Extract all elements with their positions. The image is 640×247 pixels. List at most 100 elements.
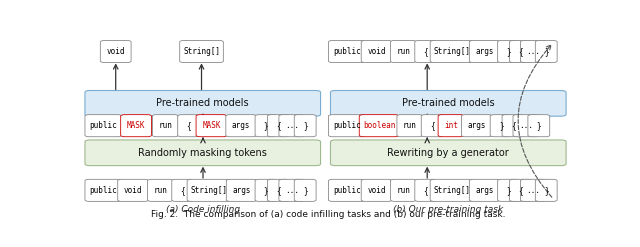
- Text: void: void: [124, 186, 142, 195]
- FancyBboxPatch shape: [361, 41, 392, 62]
- FancyBboxPatch shape: [397, 115, 423, 137]
- FancyBboxPatch shape: [294, 115, 316, 137]
- Text: MASK: MASK: [127, 121, 145, 130]
- FancyBboxPatch shape: [359, 115, 399, 137]
- Text: String[]: String[]: [433, 186, 470, 195]
- Text: Randomly masking tokens: Randomly masking tokens: [138, 148, 267, 158]
- FancyBboxPatch shape: [415, 41, 436, 62]
- Text: {: {: [424, 186, 428, 195]
- Text: MASK: MASK: [202, 121, 221, 130]
- FancyBboxPatch shape: [509, 179, 531, 201]
- FancyBboxPatch shape: [498, 179, 520, 201]
- FancyBboxPatch shape: [100, 41, 131, 62]
- FancyBboxPatch shape: [535, 41, 557, 62]
- Text: {: {: [186, 121, 191, 130]
- Text: }: }: [264, 186, 268, 195]
- FancyBboxPatch shape: [430, 179, 474, 201]
- Text: void: void: [367, 186, 386, 195]
- Text: {: {: [518, 186, 523, 195]
- Text: {: {: [180, 186, 185, 195]
- Text: run: run: [396, 47, 410, 56]
- FancyBboxPatch shape: [279, 115, 305, 137]
- Text: }: }: [544, 47, 548, 56]
- FancyBboxPatch shape: [330, 140, 566, 166]
- Text: ...: ...: [285, 121, 299, 130]
- Text: {: {: [424, 47, 428, 56]
- FancyBboxPatch shape: [294, 179, 316, 201]
- Text: args: args: [468, 121, 486, 130]
- FancyBboxPatch shape: [502, 115, 524, 137]
- FancyBboxPatch shape: [226, 115, 257, 137]
- Text: {: {: [511, 121, 515, 130]
- FancyBboxPatch shape: [255, 179, 277, 201]
- Text: Pre-trained models: Pre-trained models: [156, 98, 249, 108]
- FancyBboxPatch shape: [469, 41, 500, 62]
- Text: }: }: [506, 186, 511, 195]
- FancyBboxPatch shape: [330, 90, 566, 116]
- FancyBboxPatch shape: [187, 179, 231, 201]
- Text: }: }: [264, 121, 268, 130]
- FancyBboxPatch shape: [438, 115, 464, 137]
- Text: boolean: boolean: [363, 121, 396, 130]
- FancyBboxPatch shape: [328, 115, 365, 137]
- Text: public: public: [333, 121, 361, 130]
- FancyBboxPatch shape: [85, 179, 122, 201]
- FancyBboxPatch shape: [121, 115, 152, 137]
- FancyBboxPatch shape: [421, 115, 443, 137]
- Text: }: }: [303, 186, 307, 195]
- Text: {: {: [276, 186, 281, 195]
- FancyBboxPatch shape: [172, 179, 193, 201]
- Text: ...: ...: [285, 186, 299, 195]
- FancyBboxPatch shape: [178, 115, 200, 137]
- Text: args: args: [232, 186, 251, 195]
- Text: public: public: [90, 186, 117, 195]
- FancyBboxPatch shape: [469, 179, 500, 201]
- FancyBboxPatch shape: [461, 115, 492, 137]
- Text: String[]: String[]: [183, 47, 220, 56]
- Text: String[]: String[]: [191, 186, 227, 195]
- FancyBboxPatch shape: [227, 179, 257, 201]
- FancyBboxPatch shape: [85, 90, 321, 116]
- Text: public: public: [90, 121, 117, 130]
- FancyBboxPatch shape: [390, 41, 416, 62]
- Text: Pre-trained models: Pre-trained models: [402, 98, 495, 108]
- FancyBboxPatch shape: [118, 179, 148, 201]
- Text: }: }: [544, 186, 548, 195]
- Text: run: run: [396, 186, 410, 195]
- FancyBboxPatch shape: [255, 115, 277, 137]
- FancyBboxPatch shape: [328, 41, 365, 62]
- Text: ...: ...: [527, 186, 540, 195]
- FancyBboxPatch shape: [430, 41, 474, 62]
- FancyBboxPatch shape: [180, 41, 223, 62]
- Text: args: args: [476, 47, 494, 56]
- FancyBboxPatch shape: [268, 179, 289, 201]
- Text: int: int: [444, 121, 458, 130]
- FancyBboxPatch shape: [390, 179, 416, 201]
- Text: public: public: [333, 47, 361, 56]
- Text: {: {: [276, 121, 281, 130]
- Text: args: args: [232, 121, 250, 130]
- Text: (a) Code infilling: (a) Code infilling: [166, 205, 240, 214]
- Text: (b) Our pre-training task: (b) Our pre-training task: [393, 205, 503, 214]
- Text: ...: ...: [527, 47, 540, 56]
- Text: }: }: [303, 121, 307, 130]
- Text: Rewriting by a generator: Rewriting by a generator: [387, 148, 509, 158]
- Text: Fig. 2.  The comparison of (a) code infilling tasks and (b) our pre-training tas: Fig. 2. The comparison of (a) code infil…: [151, 210, 505, 219]
- FancyBboxPatch shape: [520, 179, 547, 201]
- Text: run: run: [154, 186, 167, 195]
- FancyBboxPatch shape: [147, 179, 173, 201]
- FancyBboxPatch shape: [196, 115, 227, 137]
- Text: }: }: [506, 47, 511, 56]
- FancyBboxPatch shape: [490, 115, 512, 137]
- Text: String[]: String[]: [433, 47, 470, 56]
- Text: {: {: [518, 47, 523, 56]
- FancyBboxPatch shape: [361, 179, 392, 201]
- Text: {: {: [430, 121, 435, 130]
- FancyBboxPatch shape: [528, 115, 550, 137]
- FancyBboxPatch shape: [415, 179, 436, 201]
- Text: public: public: [333, 186, 361, 195]
- Text: void: void: [367, 47, 386, 56]
- FancyBboxPatch shape: [509, 41, 531, 62]
- FancyBboxPatch shape: [498, 41, 520, 62]
- FancyBboxPatch shape: [268, 115, 289, 137]
